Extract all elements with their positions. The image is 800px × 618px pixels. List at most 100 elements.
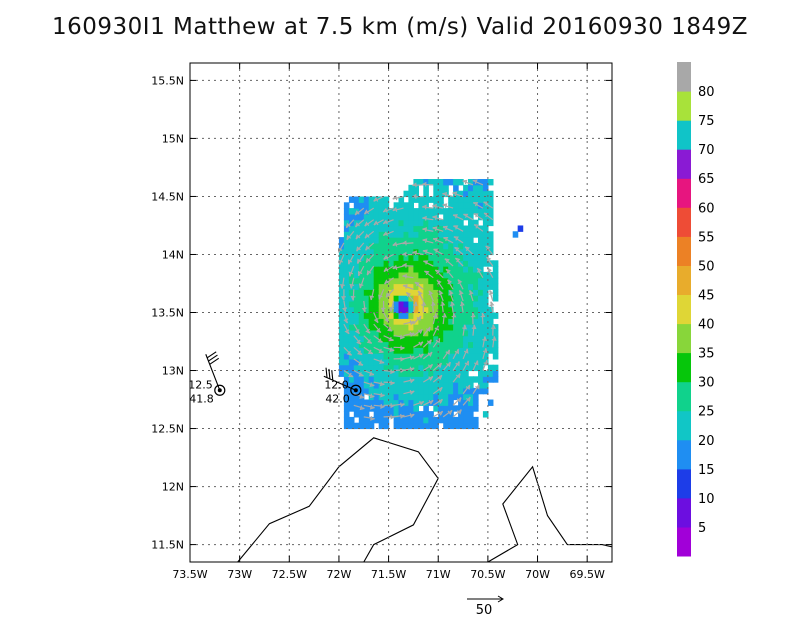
field-cell [403, 335, 410, 343]
wind-barb-flag [208, 354, 218, 362]
wind-vector [472, 324, 475, 336]
field-cell [358, 219, 365, 227]
field-cell [492, 347, 499, 354]
field-cell [473, 324, 479, 331]
colorbar-label: 60 [698, 201, 715, 216]
field-cell [378, 335, 385, 343]
field-cell [458, 324, 464, 331]
field-cell [378, 213, 385, 221]
field-cell [373, 271, 380, 279]
field-cell [393, 411, 400, 418]
field-cell [373, 353, 380, 360]
field-cell [468, 318, 474, 325]
field-cell [453, 312, 459, 319]
field-cell [393, 295, 400, 302]
field-cell [393, 231, 400, 238]
field-cell [438, 306, 444, 314]
wind-vector-head [433, 248, 439, 253]
field-cell [487, 277, 494, 285]
field-cell [468, 254, 474, 261]
wind-vector [346, 230, 355, 241]
field-cell [463, 289, 469, 296]
field-cell [458, 387, 464, 395]
wind-vector [373, 404, 385, 407]
coastline [237, 437, 439, 563]
wind-vector-head [400, 413, 405, 419]
chart-title: 160930I1 Matthew at 7.5 km (m/s) Valid 2… [52, 14, 748, 40]
wind-vector [442, 193, 454, 198]
field-cell [428, 306, 434, 314]
wind-vector-head [387, 326, 393, 332]
field-cell [363, 382, 370, 389]
field-cell [343, 399, 350, 406]
field-cell [443, 347, 449, 354]
field-cell [413, 289, 419, 296]
field-cell [473, 242, 479, 250]
wind-vector-head [417, 329, 423, 335]
field-cell [363, 329, 370, 337]
wind-vector-head [432, 226, 438, 231]
field-cell [438, 231, 444, 238]
wind-vector [365, 242, 375, 251]
field-cell [478, 335, 484, 343]
field-cell [348, 422, 355, 430]
wind-vector [438, 290, 444, 302]
field-cell [408, 393, 414, 401]
reference-label: 50 [476, 603, 493, 618]
field-cell [443, 295, 449, 302]
wind-vector-head [447, 279, 453, 285]
field-cell [458, 416, 464, 424]
wind-vector-head [464, 360, 469, 366]
field-cell [492, 277, 499, 285]
field-cell [408, 364, 414, 372]
wind-vector-head [369, 371, 375, 376]
field-cell [438, 347, 444, 354]
wind-vector-head [455, 257, 461, 263]
colorbar-segment [677, 439, 691, 470]
wind-vector-head [409, 413, 415, 419]
wind-vector [392, 265, 404, 270]
field-cell [348, 335, 355, 343]
field-cell [463, 312, 469, 319]
field-cell [487, 179, 494, 186]
field-cell [393, 312, 400, 319]
field-cell [388, 266, 395, 273]
field-cell [433, 335, 439, 343]
field-cell [368, 260, 375, 267]
field-cell [358, 208, 365, 215]
field-cell [363, 266, 370, 273]
field-cell [348, 213, 355, 221]
field-cell [482, 341, 489, 348]
field-cell [468, 347, 474, 354]
field-cell [393, 341, 400, 348]
wind-vector-head [392, 241, 398, 247]
field-cell [348, 353, 355, 360]
field-cell [408, 271, 414, 279]
wind-vector-head [402, 273, 407, 279]
field-cell [463, 422, 469, 430]
field-cell [487, 202, 494, 209]
field-cell [482, 213, 489, 221]
wind-vector-head [350, 296, 356, 301]
field-cell [463, 382, 469, 389]
field-cell [413, 324, 419, 331]
field-cell [428, 225, 434, 232]
wind-barb [323, 375, 357, 391]
field-cell [363, 353, 370, 360]
wind-vector-head [402, 251, 407, 257]
field-cell [478, 382, 484, 389]
field-cell [453, 422, 459, 430]
field-cell [487, 335, 494, 343]
field-cell [363, 260, 370, 267]
field-cell [487, 208, 494, 215]
field-cell [458, 312, 464, 319]
field-cell [388, 358, 395, 366]
field-cell [448, 208, 454, 215]
field-cell [487, 231, 494, 238]
wind-vector-head [369, 295, 375, 301]
field-cell [428, 329, 434, 337]
field-cell [388, 225, 395, 232]
field-cell [348, 364, 355, 372]
field-cell [473, 353, 479, 360]
field-cell [482, 353, 489, 360]
